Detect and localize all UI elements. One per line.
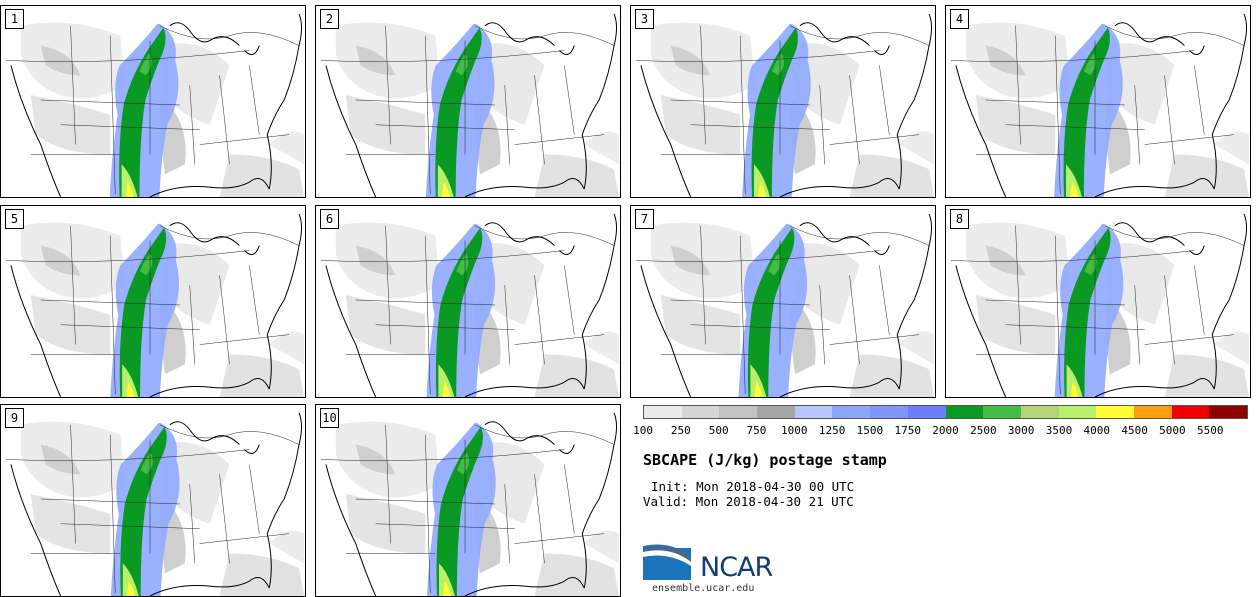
- colorbar-swatch: [757, 406, 795, 418]
- ncar-logo-icon: [643, 544, 691, 580]
- colorbar-tick-label: 250: [670, 424, 691, 437]
- stamp-panel: 3: [630, 5, 936, 198]
- colorbar-swatch: [1171, 406, 1210, 418]
- colorbar-tick-label: 1500: [856, 424, 884, 437]
- colorbar-tick-label: 2500: [970, 424, 997, 437]
- ncar-logo-text: NCAR: [700, 552, 773, 583]
- colorbar-tick-label: 3500: [1045, 424, 1073, 437]
- map-image: [316, 6, 620, 197]
- map-image: [316, 405, 620, 596]
- colorbar-swatch: [983, 406, 1021, 418]
- colorbar-swatch: [907, 406, 946, 418]
- member-number: 2: [320, 9, 339, 29]
- map-image: [946, 206, 1250, 397]
- colorbar-swatch: [719, 406, 758, 418]
- colorbar-tick-label: 3000: [1007, 424, 1035, 437]
- stamp-panel: 10: [315, 404, 621, 597]
- map-image: [631, 6, 935, 197]
- colorbar-tick-label: 5000: [1159, 424, 1186, 437]
- colorbar-tick-label: 4000: [1083, 424, 1111, 437]
- stamp-panel: 1: [0, 5, 306, 198]
- map-image: [1, 405, 305, 596]
- member-number: 7: [635, 209, 654, 229]
- member-number: 5: [5, 209, 24, 229]
- colorbar-tick-label: 1250: [818, 424, 846, 437]
- map-image: [1, 6, 305, 197]
- colorbar-tick-label: 4500: [1121, 424, 1148, 437]
- colorbar-tick-label: 5500: [1196, 424, 1224, 437]
- colorbar-tick-label: 750: [746, 424, 767, 437]
- colorbar-swatch: [945, 406, 984, 418]
- stamp-panel: 9: [0, 404, 306, 597]
- stamp-panel: 6: [315, 205, 621, 398]
- stamp-panel: 2: [315, 5, 621, 198]
- colorbar-swatch: [681, 406, 720, 418]
- map-image: [631, 206, 935, 397]
- member-number: 10: [320, 408, 339, 428]
- colorbar-tick-label: 1750: [894, 424, 921, 437]
- colorbar-tick-label: 100: [633, 424, 653, 437]
- valid-time: Valid: Mon 2018-04-30 21 UTC: [643, 494, 854, 509]
- colorbar-swatch: [1209, 406, 1247, 418]
- site-url: ensemble.ucar.edu: [652, 583, 755, 594]
- map-image: [316, 206, 620, 397]
- stamp-panel: 5: [0, 205, 306, 398]
- member-number: 1: [5, 9, 24, 29]
- colorbar-swatch: [1058, 406, 1097, 418]
- member-number: 9: [5, 408, 24, 428]
- colorbar-tick-label: 2000: [932, 424, 959, 437]
- member-number: 8: [950, 209, 969, 229]
- colorbar-tick-label: 500: [708, 424, 729, 437]
- colorbar-swatch: [870, 406, 908, 418]
- colorbar: [643, 405, 1248, 419]
- colorbar-swatch: [644, 406, 682, 418]
- stamp-panel: 4: [945, 5, 1251, 198]
- stamp-panel: 7: [630, 205, 936, 398]
- map-image: [1, 206, 305, 397]
- colorbar-labels: 100 250 500 750 1000 1250 1500 1750 2000 2500 3000…: [632, 424, 1252, 438]
- map-title: SBCAPE (J/kg) postage stamp: [643, 451, 887, 469]
- member-number: 3: [635, 9, 654, 29]
- map-image: [946, 6, 1250, 197]
- colorbar-swatch: [1020, 406, 1059, 418]
- member-number: 4: [950, 9, 969, 29]
- colorbar-swatch: [832, 406, 871, 418]
- colorbar-swatch: [1096, 406, 1134, 418]
- init-time: Init: Mon 2018-04-30 00 UTC: [651, 479, 855, 494]
- colorbar-swatch: [1133, 406, 1172, 418]
- member-number: 6: [320, 209, 339, 229]
- colorbar-tick-label: 1000: [781, 424, 808, 437]
- colorbar-swatch: [794, 406, 833, 418]
- stamp-panel: 8: [945, 205, 1251, 398]
